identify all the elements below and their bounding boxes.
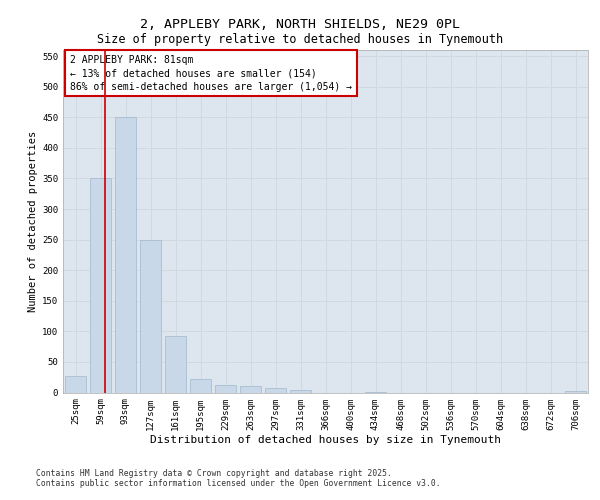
Text: 2 APPLEBY PARK: 81sqm
← 13% of detached houses are smaller (154)
86% of semi-det: 2 APPLEBY PARK: 81sqm ← 13% of detached … — [70, 55, 352, 92]
Bar — [140, 240, 161, 392]
X-axis label: Distribution of detached houses by size in Tynemouth: Distribution of detached houses by size … — [150, 435, 501, 445]
Y-axis label: Number of detached properties: Number of detached properties — [28, 130, 38, 312]
Bar — [290, 390, 311, 392]
Text: Contains public sector information licensed under the Open Government Licence v3: Contains public sector information licen… — [36, 479, 440, 488]
Bar — [90, 178, 111, 392]
Bar — [190, 379, 211, 392]
Text: Size of property relative to detached houses in Tynemouth: Size of property relative to detached ho… — [97, 32, 503, 46]
Bar — [65, 376, 86, 392]
Bar — [115, 118, 136, 392]
Bar — [240, 386, 261, 392]
Bar — [565, 390, 586, 392]
Bar — [265, 388, 286, 392]
Bar — [215, 384, 236, 392]
Text: 2, APPLEBY PARK, NORTH SHIELDS, NE29 0PL: 2, APPLEBY PARK, NORTH SHIELDS, NE29 0PL — [140, 18, 460, 30]
Bar — [165, 336, 186, 392]
Text: Contains HM Land Registry data © Crown copyright and database right 2025.: Contains HM Land Registry data © Crown c… — [36, 469, 392, 478]
